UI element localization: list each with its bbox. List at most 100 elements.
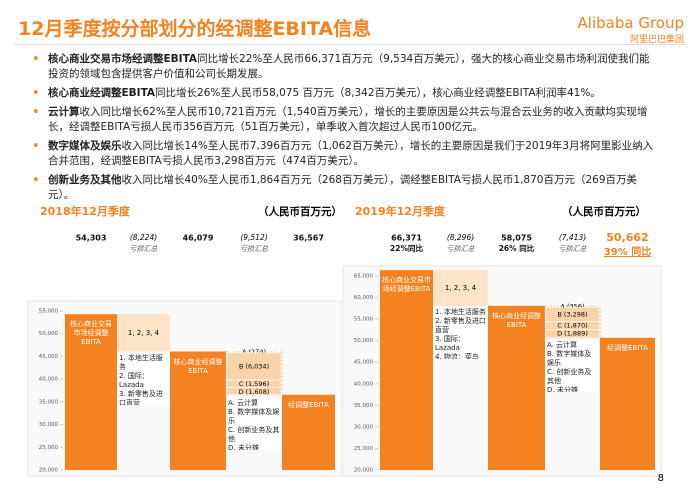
slide-title: 12月季度按分部划分的经调整EBITA信息	[18, 18, 372, 40]
inner-label: 1, 2, 3, 4	[445, 284, 477, 292]
bar-name: 核心商业交易市场经调整EBITA	[382, 276, 431, 294]
segment-label: A (274)	[242, 348, 266, 356]
unit-label: （人民币百万元）	[562, 205, 646, 218]
total-label: 36,567	[293, 234, 324, 243]
total-bar	[488, 305, 545, 470]
segment-legend-item: B. 数字媒体及娱乐	[547, 349, 592, 367]
y-tick-label: 20,000	[39, 468, 59, 474]
total-bar	[282, 394, 335, 470]
y-tick-label: 30,000	[354, 424, 374, 430]
y-tick-label: 65,000	[354, 274, 374, 280]
decrease-label: (9,512)	[240, 233, 267, 242]
bar-name-box: 核心商业经调整EBITA	[173, 357, 223, 375]
bullet: 核心商业交易市场经调整EBITA同比增长22%至人民币66,371百万元（9,5…	[32, 52, 656, 82]
bar-name: 经调整EBITA	[607, 343, 648, 352]
total-label: 50,662	[606, 231, 648, 244]
total-note: 22%同比	[390, 243, 423, 253]
inner-item: 3. 国际：Lazada	[435, 334, 465, 352]
divider	[14, 44, 686, 45]
bar-name: 核心商业交易市场经调整EBITA	[70, 320, 112, 347]
bullet-lead: 核心商业经调整EBITA	[48, 87, 156, 99]
bullet: 创新业务及其他收入同比增长40%至人民币1,864百万元（268百万美元），调经…	[32, 173, 656, 203]
y-tick-label: 55,000	[354, 317, 374, 323]
unit-label: （人民币百万元）	[258, 205, 342, 218]
total-label: 46,079	[183, 234, 214, 243]
decrease-caption: 亏损汇总	[447, 245, 475, 253]
segment-label: D (1,608)	[239, 388, 270, 396]
bullet: 核心商业经调整EBITA同比增长26%至人民币58,075 百万元（8,342百…	[32, 86, 656, 101]
segment-legend-item: D. 未分摊	[228, 443, 259, 450]
bullet-list: 核心商业交易市场经调整EBITA同比增长22%至人民币66,371百万元（9,5…	[32, 52, 656, 207]
total-bar	[380, 270, 433, 470]
segment-legend-box: A. 云计算 B. 数字媒体及娱乐 C. 创新业务及其他 D. 未分摊	[227, 397, 281, 450]
bar-name-box: 核心商业交易市场经调整EBITA	[382, 276, 431, 294]
bar-name-box: 核心商业交易市场经调整EBITA	[70, 320, 112, 347]
segment-bar	[545, 321, 600, 331]
segment-legend-item: D. 未分摊	[547, 385, 578, 392]
decrease-bar	[544, 305, 601, 339]
inner-item: 1. 本地生活服务	[119, 353, 163, 371]
y-tick-label: 40,000	[39, 377, 59, 383]
decrease-label: (8,224)	[130, 233, 157, 242]
decrease-label: (7,413)	[559, 233, 586, 242]
bullet-lead: 云计算	[48, 106, 80, 118]
inner-item: 2. 新零售及进口直营	[435, 316, 486, 334]
segment-legend-box: A. 云计算 B. 数字媒体及娱乐 C. 创新业务及其他 D. 未分摊	[546, 339, 599, 392]
segment-bar	[545, 329, 600, 339]
segment-label: B (6,034)	[239, 362, 269, 370]
decrease-caption: 亏损汇总	[130, 245, 158, 253]
y-tick-label: 30,000	[39, 422, 59, 428]
bullet-text: 收入同比增长14%至人民币7,396百万元（1,062百万美元），增长的主要原因…	[48, 140, 654, 167]
y-tick-label: 35,000	[354, 403, 374, 409]
total-note: 26% 同比	[499, 243, 535, 253]
total-note: 39% 同比	[604, 245, 651, 258]
y-tick-label: 45,000	[354, 360, 374, 366]
bar-name-box: 核心商业经调整EBITA	[492, 311, 541, 329]
total-bar	[170, 351, 226, 470]
logo-sub: 阿里巴巴集团	[629, 35, 684, 45]
segment-label: A (356)	[561, 303, 585, 311]
y-tick-label: 45,000	[39, 354, 59, 360]
segment-legend-item: C. 创新业务及其他	[547, 367, 592, 385]
inner-item: 1. 本地生活服务	[435, 307, 486, 316]
page-number: 8	[657, 473, 664, 484]
bar-name: 核心商业经调整EBITA	[173, 357, 223, 375]
bullet-lead: 核心商业交易市场经调整EBITA	[48, 53, 198, 65]
decrease-bar	[117, 314, 170, 352]
bullet-text: 同比增长26%至人民币58,075 百万元（8,342百万美元），核心商业经调整…	[155, 87, 601, 99]
inner-item: 3. 新零售及进口直营	[119, 389, 163, 405]
y-tick-label: 50,000	[39, 331, 59, 337]
segment-label: C (1,870)	[557, 322, 587, 330]
y-tick-label: 55,000	[39, 309, 59, 315]
y-tick-label: 25,000	[354, 446, 374, 452]
segment-bar	[226, 386, 282, 396]
y-tick-label: 20,000	[354, 468, 374, 474]
bullet-text: 同比增长22%至人民币66,371百万元（9,534百万美元），强大的核心商业交…	[48, 53, 650, 80]
total-bar	[600, 337, 655, 470]
bullet-text: 收入同比增长40%至人民币1,864百万元（268百万美元），调经整EBITA亏…	[48, 174, 638, 201]
total-label: 66,371	[391, 234, 422, 243]
segment-legend-item: A. 云计算	[547, 340, 578, 349]
chart-title: 2019年12月季度	[355, 204, 446, 218]
bullet: 数字媒体及娱乐收入同比增长14%至人民币7,396百万元（1,062百万美元），…	[32, 139, 656, 169]
bullet: 云计算收入同比增长62%至人民币10,721百万元（1,540百万美元），增长的…	[32, 105, 656, 135]
bar-name-box: 经调整EBITA	[607, 343, 648, 352]
logo-text: Alibaba Group	[577, 14, 684, 32]
y-tick-label: 50,000	[354, 338, 374, 344]
bar-name-box: 经调整EBITA	[288, 400, 329, 409]
decrease-caption: 亏损汇总	[559, 245, 587, 253]
y-tick-label: 40,000	[354, 381, 374, 387]
inner-item: 4. 物流：菜鸟	[435, 352, 479, 359]
decrease-caption: 亏损汇总	[240, 245, 268, 253]
segment-legend-item: A. 云计算	[228, 398, 259, 407]
total-bar	[65, 314, 117, 470]
y-tick-label: 25,000	[39, 445, 59, 451]
total-label: 58,075	[501, 234, 532, 243]
chart-title: 2018年12月季度	[40, 204, 131, 218]
total-label: 54,303	[76, 234, 107, 243]
